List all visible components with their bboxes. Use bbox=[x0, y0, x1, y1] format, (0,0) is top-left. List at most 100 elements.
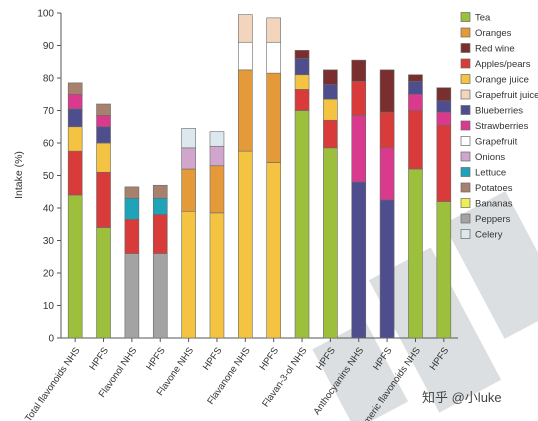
legend-swatch bbox=[460, 89, 471, 100]
bar-segment-grapefruit-juice bbox=[238, 14, 253, 43]
bar-segment-red-wine bbox=[408, 74, 423, 82]
y-tick-label: 90 bbox=[43, 41, 55, 52]
bar-segment-blueberries bbox=[294, 58, 310, 76]
y-tick-label: 80 bbox=[43, 74, 55, 85]
legend-swatch bbox=[460, 58, 471, 69]
bar-segment-blueberries bbox=[67, 108, 83, 128]
bar-segment-apples-pears bbox=[152, 214, 168, 254]
legend-label: Strawberries bbox=[475, 121, 529, 132]
legend-swatch bbox=[460, 27, 471, 38]
bar-segment-apples-pears bbox=[67, 150, 83, 196]
bar-segment-orange-juice bbox=[323, 98, 338, 121]
bar-segment-red-wine bbox=[323, 69, 338, 85]
bar-segment-blueberries bbox=[351, 181, 367, 339]
bar-segment-tea bbox=[408, 168, 423, 339]
bar-segment-red-wine bbox=[294, 50, 310, 59]
legend-swatch bbox=[460, 74, 471, 84]
bar-segment-potatoes bbox=[124, 186, 140, 199]
legend-label: Orange juice bbox=[475, 75, 529, 86]
bar-segment-orange-juice bbox=[67, 126, 83, 152]
chart-bars bbox=[67, 14, 452, 339]
legend-label: Lettuce bbox=[475, 168, 506, 179]
y-tick-label: 50 bbox=[43, 171, 55, 182]
y-tick-label: 30 bbox=[43, 236, 55, 247]
legend-swatch bbox=[460, 229, 471, 239]
bar-segment-peppers bbox=[124, 253, 140, 339]
bar-segment-orange-juice bbox=[96, 142, 111, 173]
y-tick-label: 20 bbox=[43, 269, 55, 280]
bar-segment-oranges bbox=[209, 165, 225, 214]
bar-segment-potatoes bbox=[152, 184, 168, 199]
chart-legend: Tea Oranges Red wine Apples/pears Orange jui… bbox=[460, 12, 538, 241]
bar-segment-orange-juice bbox=[294, 74, 310, 90]
bar-segment-oranges bbox=[238, 69, 253, 152]
bar-segment-blueberries bbox=[96, 126, 111, 144]
legend-label: Apples/pears bbox=[475, 59, 531, 70]
y-tick-label: 10 bbox=[43, 301, 55, 312]
bar-segment-tea bbox=[96, 227, 111, 339]
bar-segment-orange-juice bbox=[209, 212, 225, 339]
bar-segment-apples-pears bbox=[124, 219, 140, 254]
bar-segment-blueberries bbox=[408, 80, 423, 95]
bar-segment-orange-juice bbox=[266, 162, 281, 339]
legend-swatch bbox=[460, 12, 471, 22]
bar-segment-strawberries bbox=[408, 93, 423, 111]
legend-swatch bbox=[460, 120, 471, 131]
bar-segment-tea bbox=[323, 147, 338, 339]
category-label: HPFS bbox=[201, 345, 225, 372]
bar-segment-strawberries bbox=[96, 115, 111, 128]
bar-segment-blueberries bbox=[323, 84, 338, 100]
bar-segment-strawberries bbox=[436, 111, 452, 126]
category-label: HPFS bbox=[87, 345, 111, 372]
y-tick-label: 60 bbox=[43, 139, 55, 150]
category-label: HPFS bbox=[258, 345, 282, 372]
legend-swatch bbox=[460, 213, 471, 224]
legend-label: Grapefruit juice bbox=[475, 90, 538, 101]
legend-label: Bananas bbox=[475, 199, 513, 210]
legend-label: Blueberries bbox=[475, 106, 523, 117]
legend-swatch bbox=[460, 151, 471, 162]
bar-segment-lettuce bbox=[152, 197, 168, 215]
bar-segment-onions bbox=[209, 145, 225, 167]
legend-label: Peppers bbox=[475, 214, 511, 225]
legend-label: Grapefruit bbox=[475, 137, 518, 148]
bar-segment-tea bbox=[294, 110, 310, 339]
bar-segment-apples-pears bbox=[323, 119, 338, 149]
bar-segment-apples-pears bbox=[294, 89, 310, 111]
background-watermark-shape bbox=[312, 191, 538, 421]
y-tick-label: 70 bbox=[43, 106, 55, 117]
y-axis-title: Intake (%) bbox=[13, 151, 25, 199]
bar-segment-oranges bbox=[181, 168, 196, 212]
bar-segment-celery bbox=[209, 131, 225, 147]
legend-label: Tea bbox=[475, 13, 491, 24]
bar-segment-red-wine bbox=[436, 87, 452, 102]
bar-segment-strawberries bbox=[379, 147, 395, 201]
bar-segment-apples-pears bbox=[408, 110, 423, 170]
bar-segment-grapefruit-juice bbox=[266, 17, 281, 43]
legend-label: Celery bbox=[475, 230, 503, 241]
bar-segment-blueberries bbox=[436, 100, 452, 113]
bar-segment-strawberries bbox=[351, 115, 367, 183]
legend-swatch bbox=[460, 105, 471, 115]
bar-segment-onions bbox=[181, 147, 196, 170]
y-tick-label: 100 bbox=[37, 9, 54, 20]
bar-segment-strawberries bbox=[67, 93, 83, 110]
bar-segment-tea bbox=[67, 194, 83, 339]
bar-segment-apples-pears bbox=[96, 171, 111, 228]
legend-label: Potatoes bbox=[475, 183, 513, 194]
bar-segment-apples-pears bbox=[436, 124, 452, 202]
bar-segment-blueberries bbox=[379, 199, 395, 339]
bar-segment-orange-juice bbox=[238, 150, 253, 339]
bar-segment-potatoes bbox=[67, 82, 83, 95]
legend-swatch bbox=[460, 182, 471, 193]
legend-label: Red wine bbox=[475, 44, 515, 55]
bar-segment-grapefruit bbox=[238, 41, 253, 71]
legend-swatch bbox=[460, 167, 471, 177]
category-label: HPFS bbox=[144, 345, 168, 372]
bar-segment-apples-pears bbox=[379, 111, 395, 149]
bar-segment-peppers bbox=[152, 253, 168, 339]
bar-segment-orange-juice bbox=[181, 210, 196, 339]
legend-swatch bbox=[460, 136, 471, 146]
bar-segment-potatoes bbox=[96, 103, 111, 116]
y-tick-label: 0 bbox=[48, 334, 54, 345]
